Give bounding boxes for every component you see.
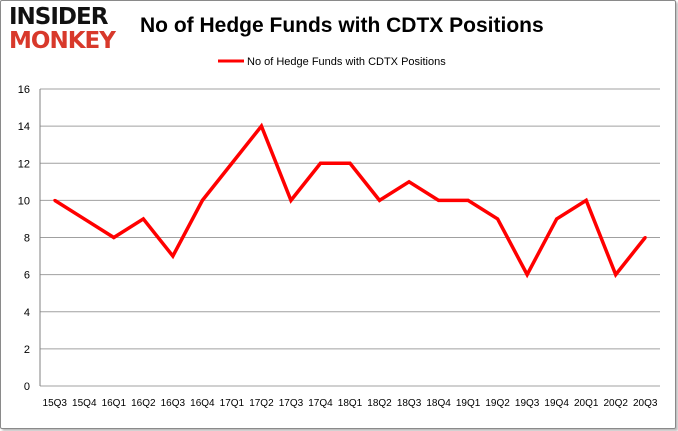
data-point <box>466 198 470 202</box>
y-tick-label: 14 <box>18 121 30 133</box>
logo-line1: INSIDER <box>9 4 108 30</box>
data-point <box>614 273 618 277</box>
y-tick-label: 10 <box>18 195 30 207</box>
logo-line2: MONKEY <box>9 28 116 54</box>
x-tick-label: 18Q3 <box>397 398 422 409</box>
x-tick-label: 17Q3 <box>279 398 304 409</box>
data-point <box>378 198 382 202</box>
data-point <box>230 161 234 165</box>
data-point <box>555 217 559 221</box>
data-point <box>407 180 411 184</box>
data-point <box>525 273 529 277</box>
x-tick-label: 17Q4 <box>308 398 333 409</box>
data-point <box>496 217 500 221</box>
chart-title: No of Hedge Funds with CDTX Positions <box>140 14 544 37</box>
y-tick-label: 0 <box>24 381 30 393</box>
x-tick-label: 20Q3 <box>633 398 658 409</box>
x-tick-label: 19Q3 <box>515 398 540 409</box>
x-tick-label: 15Q3 <box>43 398 68 409</box>
x-tick-label: 18Q4 <box>426 398 451 409</box>
x-tick-label: 19Q1 <box>456 398 481 409</box>
y-tick-label: 6 <box>24 270 30 282</box>
data-point <box>289 198 293 202</box>
data-point <box>82 217 86 221</box>
data-point <box>584 198 588 202</box>
data-point <box>437 198 441 202</box>
data-point <box>53 198 57 202</box>
y-tick-label: 12 <box>18 158 30 170</box>
y-tick-label: 4 <box>24 307 30 319</box>
data-point <box>200 198 204 202</box>
legend-label: No of Hedge Funds with CDTX Positions <box>247 56 446 68</box>
data-point <box>318 161 322 165</box>
data-point <box>141 217 145 221</box>
x-tick-label: 18Q1 <box>338 398 363 409</box>
y-tick-label: 16 <box>18 84 30 96</box>
x-tick-label: 15Q4 <box>72 398 97 409</box>
data-point <box>643 236 647 239</box>
y-tick-label: 2 <box>24 344 30 356</box>
x-tick-label: 17Q2 <box>249 398 274 409</box>
x-tick-label: 16Q1 <box>102 398 127 409</box>
x-tick-label: 16Q2 <box>131 398 156 409</box>
x-tick-label: 16Q3 <box>161 398 186 409</box>
data-point <box>112 236 116 239</box>
data-point <box>171 254 175 258</box>
data-point <box>259 124 263 128</box>
insider-monkey-logo: INSIDER MONKEY <box>9 6 129 56</box>
x-tick-label: 20Q1 <box>574 398 599 409</box>
x-tick-label: 17Q1 <box>220 398 245 409</box>
x-tick-label: 19Q2 <box>485 398 510 409</box>
data-point <box>348 161 352 165</box>
x-tick-label: 16Q4 <box>190 398 215 409</box>
x-tick-label: 20Q2 <box>603 398 628 409</box>
x-tick-label: 18Q2 <box>367 398 392 409</box>
x-tick-label: 19Q4 <box>544 398 569 409</box>
y-tick-label: 8 <box>24 233 30 245</box>
